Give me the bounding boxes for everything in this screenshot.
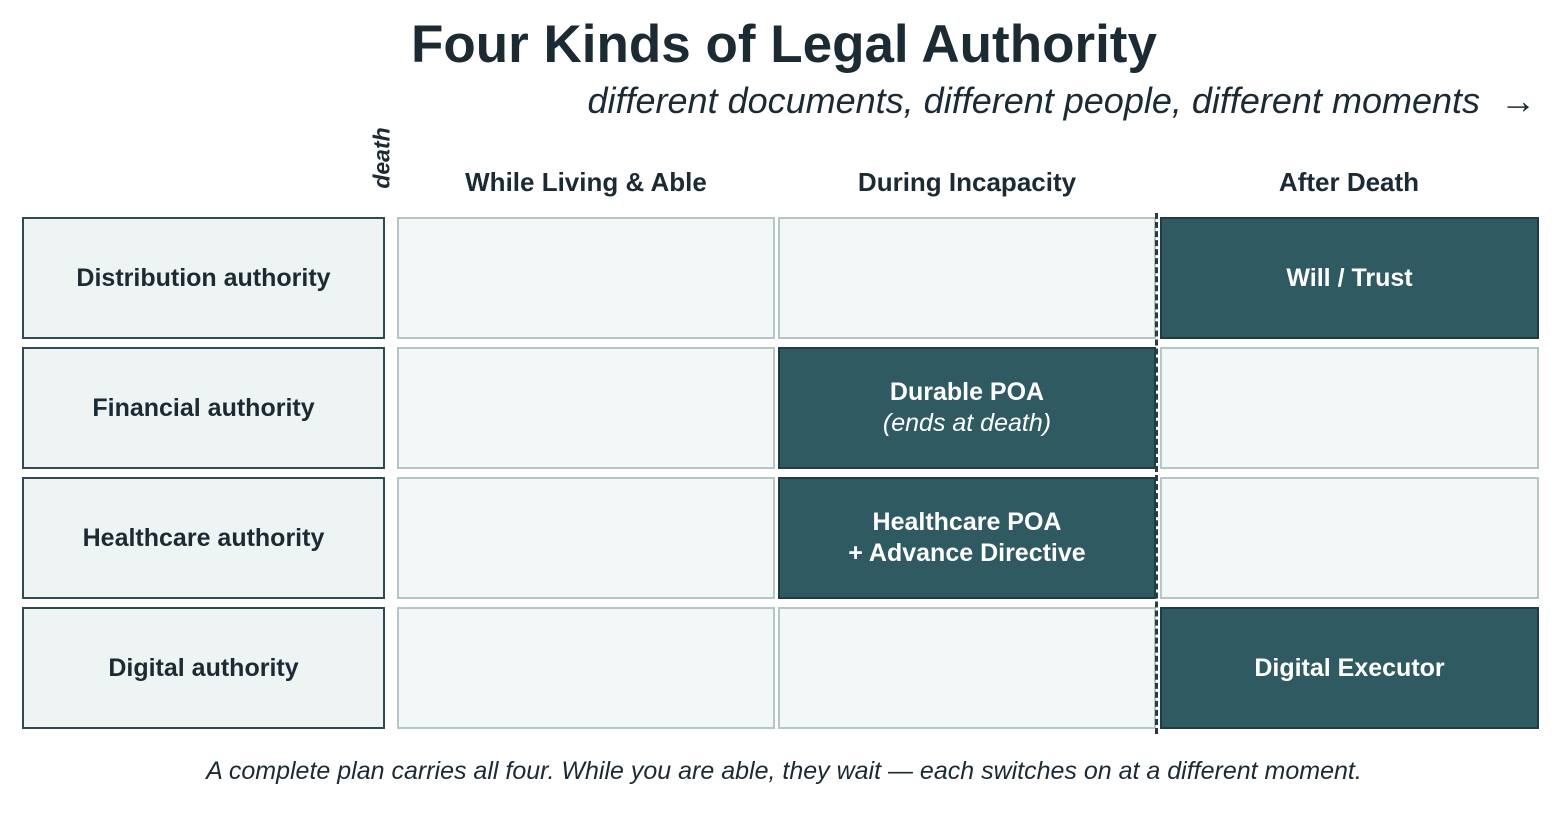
grid-cell-empty [397, 217, 775, 339]
death-marker-label: death [368, 127, 395, 189]
will-trust-label: Will / Trust [1286, 263, 1413, 292]
durable-poa-label: Durable POA [889, 378, 1045, 406]
durable-poa-cell: Durable POA (ends at death) [778, 347, 1156, 469]
grid-cell-empty [778, 217, 1156, 339]
healthcare-poa-label: Healthcare POA [872, 508, 1062, 536]
grid-cell-empty [1160, 477, 1539, 599]
right-arrow-icon: → [1500, 80, 1536, 121]
column-header-living: While Living & Able [465, 167, 707, 197]
diagram-subtitle: different documents, different people, d… [587, 80, 1481, 121]
footer-caption: A complete plan carries all four. While … [206, 757, 1362, 785]
death-divider-line [1155, 213, 1158, 734]
durable-poa-note: (ends at death) [882, 409, 1052, 437]
row-label-financial: Financial authority [22, 347, 385, 469]
advance-directive-label: + Advance Directive [848, 539, 1086, 567]
grid-cell-empty [1160, 347, 1539, 469]
digital-executor-cell: Digital Executor [1160, 607, 1539, 729]
diagram-title: Four Kinds of Legal Authority [411, 15, 1157, 74]
grid-cell-empty [397, 607, 775, 729]
row-label-healthcare: Healthcare authority [22, 477, 385, 599]
grid-cell-empty [397, 347, 775, 469]
grid-cell-empty [397, 477, 775, 599]
grid-cell-empty [778, 607, 1156, 729]
will-trust-cell: Will / Trust [1160, 217, 1539, 339]
row-label-distribution: Distribution authority [22, 217, 385, 339]
digital-executor-label: Digital Executor [1254, 653, 1445, 682]
row-label-digital: Digital authority [22, 607, 385, 729]
healthcare-poa-cell: Healthcare POA + Advance Directive [778, 477, 1156, 599]
column-header-after-death: After Death [1278, 167, 1420, 197]
column-header-incapacity: During Incapacity [857, 167, 1077, 197]
